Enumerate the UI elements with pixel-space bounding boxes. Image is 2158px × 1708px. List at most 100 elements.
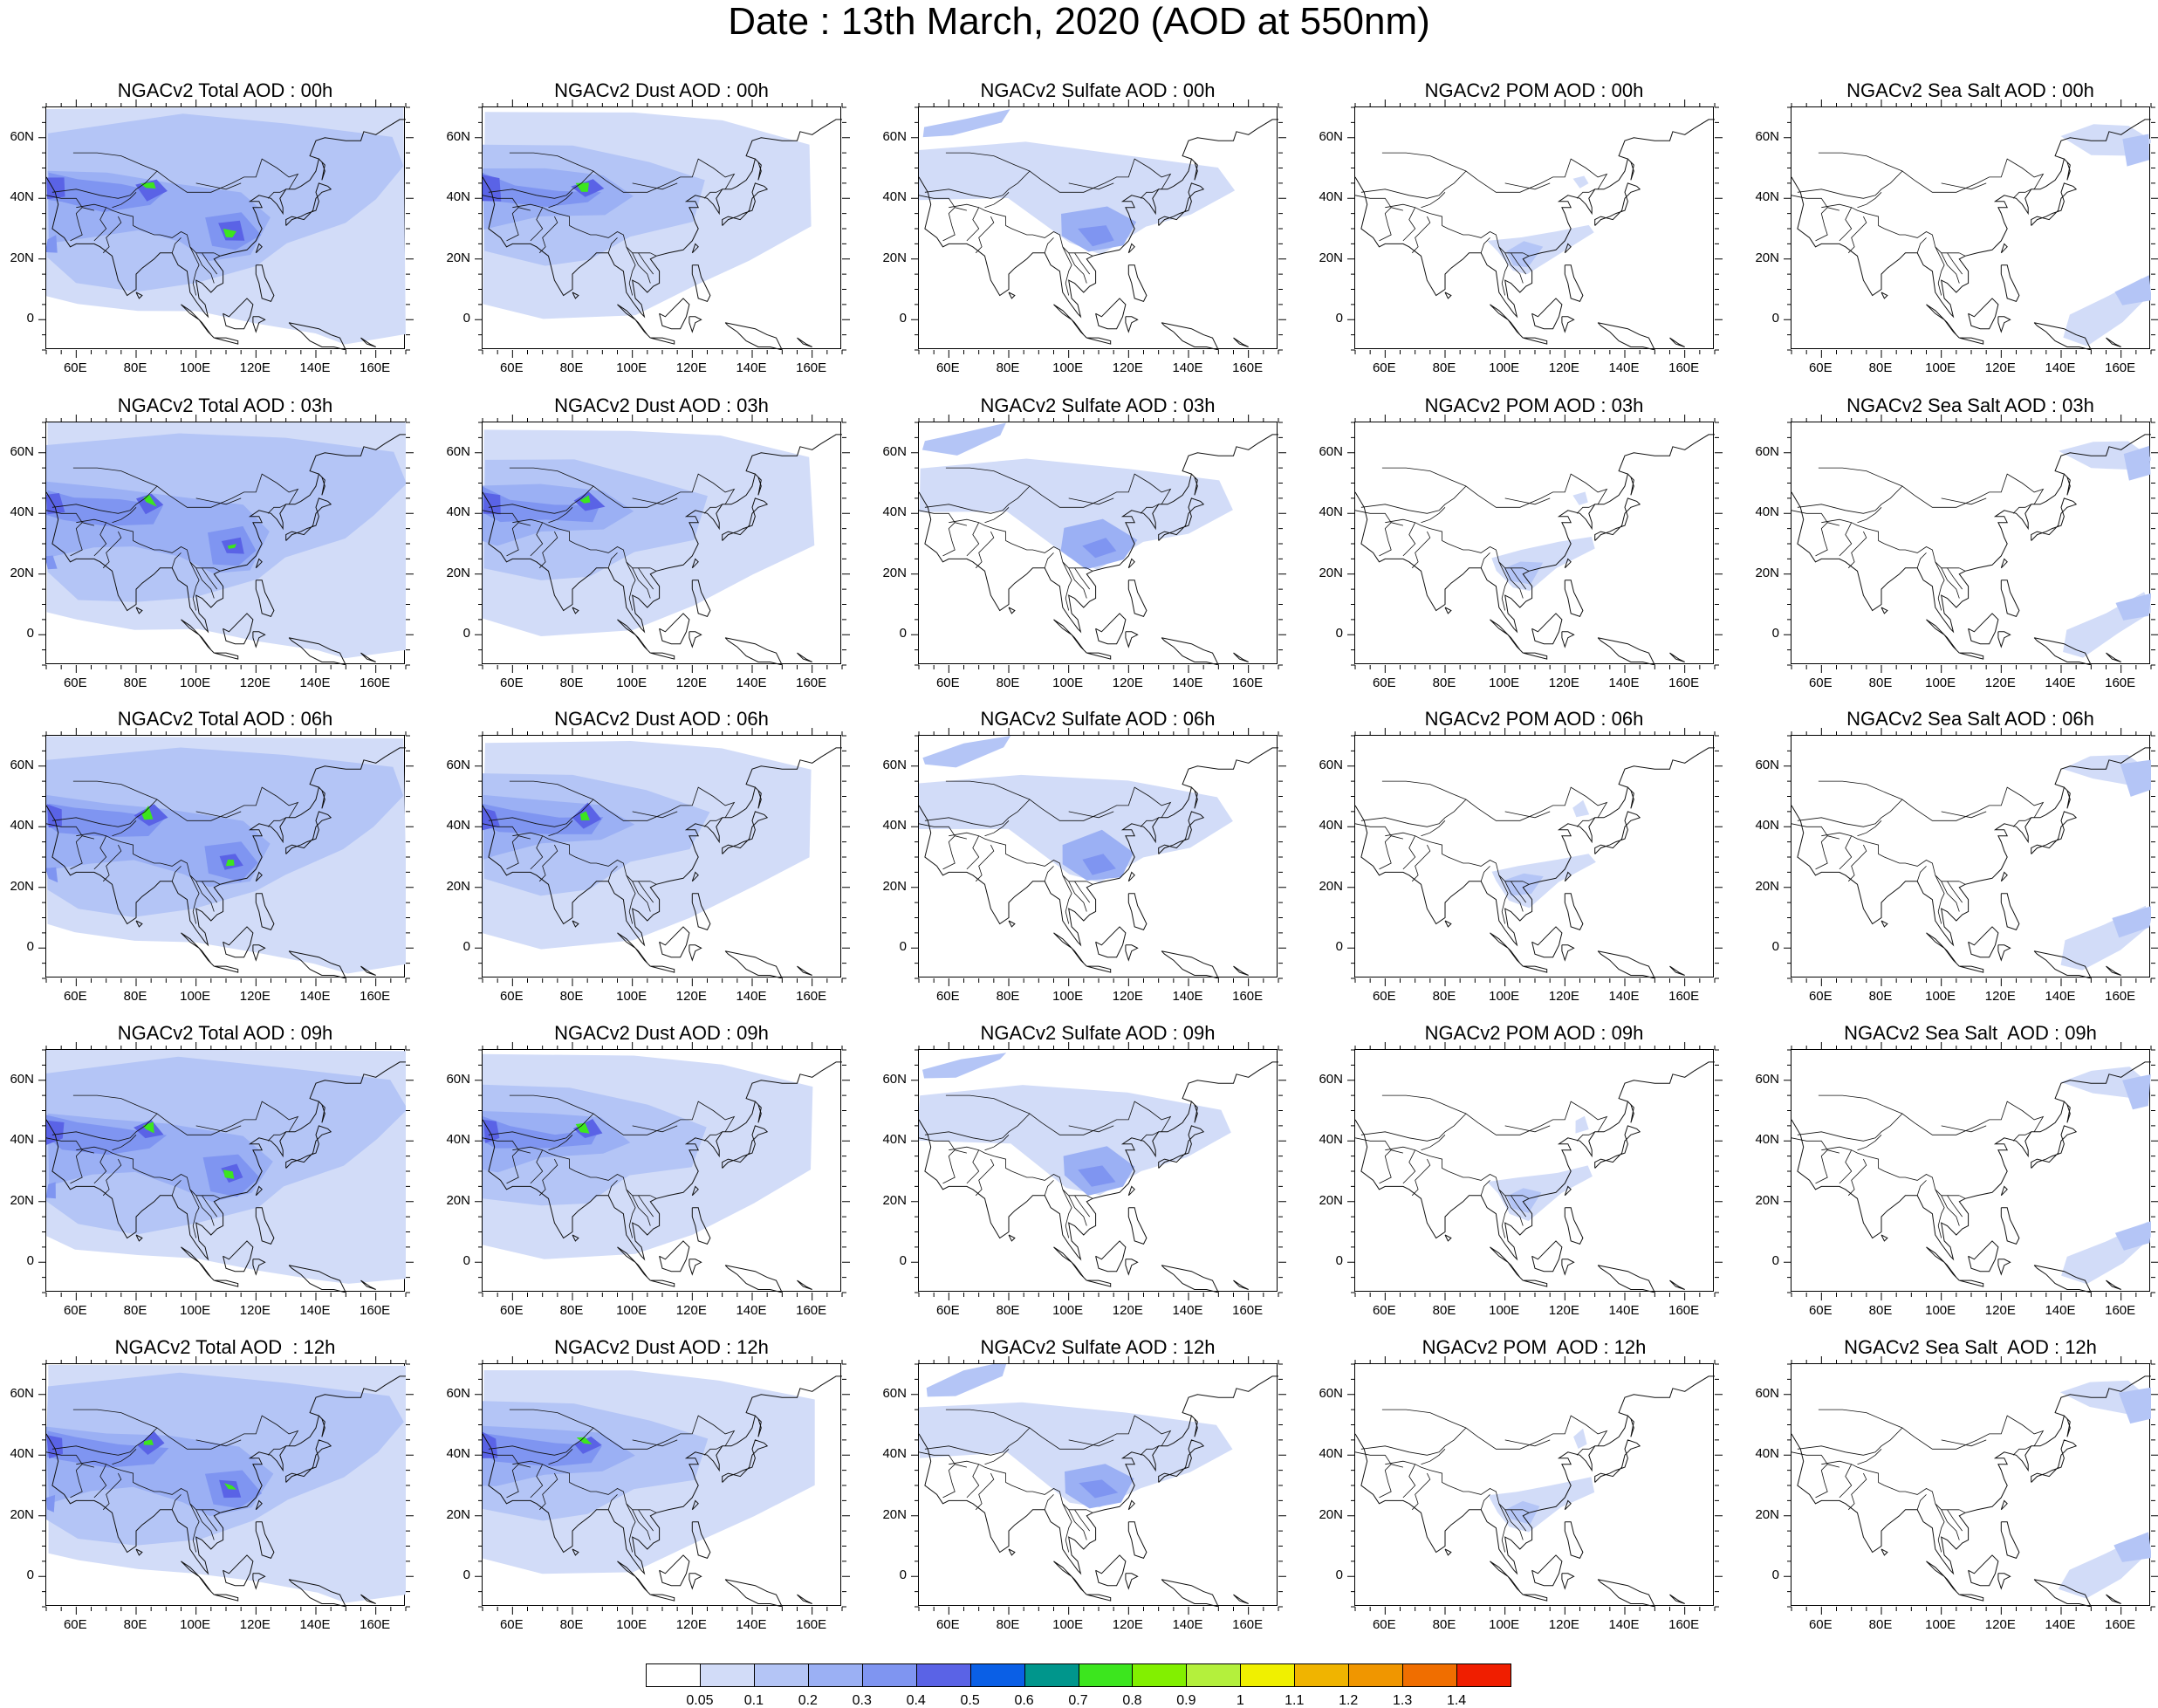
lon-tick-label: 160E — [796, 989, 827, 1004]
coastlines — [919, 119, 1278, 350]
aod-shading — [46, 1365, 406, 1603]
lon-tick-label: 60E — [63, 360, 87, 375]
axis-ticks — [1347, 99, 1723, 358]
panel-title: NGACv2 Dust AOD : 00h — [554, 79, 769, 101]
lat-tick-label: 20N — [1755, 878, 1779, 894]
lon-tick-label: 160E — [796, 360, 827, 375]
lon-tick-label: 120E — [1548, 1303, 1579, 1318]
lat-tick-label: 40N — [1755, 189, 1779, 205]
lon-tick-label: 160E — [360, 1617, 391, 1632]
lon-tick-label: 100E — [1052, 1303, 1084, 1318]
map-plot — [1784, 415, 2158, 673]
lon-tick-label: 60E — [63, 1617, 87, 1632]
colorbar-label: 0.9 — [1176, 1693, 1196, 1708]
aod-shading — [483, 741, 812, 950]
lon-tick-label: 100E — [1052, 360, 1084, 375]
aod-shading — [483, 1053, 813, 1259]
aod-shading — [2059, 441, 2151, 658]
lat-tick-label: 60N — [10, 1071, 34, 1087]
lon-tick-label: 60E — [1372, 1303, 1396, 1318]
lat-tick-label: 40N — [1755, 504, 1779, 520]
lon-tick-label: 140E — [1172, 989, 1203, 1004]
lat-tick-label: 40N — [1319, 189, 1343, 205]
lat-tick-label: 60N — [1319, 1071, 1343, 1087]
lon-tick-label: 80E — [996, 989, 1020, 1004]
colorbar-cell — [699, 1663, 755, 1687]
lat-tick-label: 60N — [446, 1385, 470, 1401]
colorbar-cell — [1186, 1663, 1242, 1687]
coastlines — [919, 434, 1278, 665]
lon-tick-label: 160E — [360, 989, 391, 1004]
lon-tick-label: 140E — [299, 1617, 331, 1632]
lon-tick-label: 120E — [239, 1617, 271, 1632]
coastlines — [483, 1061, 842, 1293]
lon-tick-label: 160E — [1668, 1617, 1700, 1632]
lon-tick-label: 160E — [360, 360, 391, 375]
coastlines — [1791, 119, 2151, 350]
axis-ticks — [911, 415, 1286, 673]
lon-tick-label: 160E — [1232, 1303, 1264, 1318]
axis-ticks — [1347, 1042, 1723, 1300]
panel-title: NGACv2 Sulfate AOD : 12h — [980, 1336, 1216, 1358]
lat-tick-label: 20N — [1319, 250, 1343, 265]
lat-tick-label: 20N — [10, 1192, 34, 1208]
lon-tick-label: 140E — [736, 989, 767, 1004]
lat-tick-label: 0 — [1771, 311, 1779, 326]
coastlines — [1791, 747, 2151, 978]
lon-tick-label: 60E — [1372, 360, 1396, 375]
lon-tick-label: 100E — [616, 676, 647, 690]
lon-tick-label: 80E — [996, 676, 1020, 690]
lat-tick-label: 40N — [1319, 504, 1343, 520]
map-panel — [475, 99, 850, 358]
lon-tick-label: 100E — [1052, 1617, 1084, 1632]
lon-tick-label: 60E — [1808, 1617, 1833, 1632]
lat-tick-label: 60N — [1319, 443, 1343, 459]
panel-title: NGACv2 Dust AOD : 09h — [554, 1022, 769, 1044]
lon-tick-label: 80E — [1868, 360, 1893, 375]
lon-tick-label: 140E — [1608, 1303, 1640, 1318]
lon-tick-label: 120E — [1984, 989, 2016, 1004]
panel-title: NGACv2 POM AOD : 03h — [1424, 394, 1644, 416]
lon-tick-label: 60E — [1808, 360, 1833, 375]
map-plot — [911, 415, 1286, 673]
aod-shading — [483, 1370, 815, 1574]
lon-tick-label: 80E — [123, 360, 147, 375]
lat-tick-label: 20N — [10, 1506, 34, 1522]
lat-tick-label: 60N — [1319, 128, 1343, 144]
map-plot — [38, 99, 414, 358]
lat-tick-label: 20N — [10, 565, 34, 580]
lat-tick-label: 60N — [10, 1385, 34, 1401]
lon-tick-label: 60E — [935, 1303, 960, 1318]
lat-tick-label: 0 — [462, 311, 470, 326]
lat-tick-label: 40N — [10, 818, 34, 833]
lat-tick-label: 60N — [1319, 1385, 1343, 1401]
map-panel — [1784, 1042, 2158, 1300]
lat-tick-label: 0 — [26, 626, 34, 641]
lon-tick-label: 140E — [736, 360, 767, 375]
lon-tick-label: 140E — [299, 1303, 331, 1318]
lon-tick-label: 140E — [299, 676, 331, 690]
map-plot — [475, 1042, 850, 1300]
lon-tick-label: 120E — [675, 676, 707, 690]
axis-ticks — [911, 728, 1286, 986]
lon-tick-label: 60E — [63, 989, 87, 1004]
panel-title: NGACv2 Sulfate AOD : 09h — [980, 1022, 1216, 1044]
lon-tick-label: 160E — [2105, 1617, 2136, 1632]
lat-tick-label: 60N — [1755, 1071, 1779, 1087]
lon-tick-label: 100E — [1925, 676, 1956, 690]
colorbar-label: 0.7 — [1068, 1693, 1088, 1708]
lon-tick-label: 100E — [180, 676, 211, 690]
axis-ticks — [911, 1042, 1286, 1300]
aod-shading — [1491, 491, 1595, 591]
lat-tick-label: 40N — [1755, 1446, 1779, 1462]
lon-tick-label: 60E — [499, 676, 524, 690]
colorbar-cell — [1456, 1663, 1511, 1687]
lat-tick-label: 0 — [899, 939, 907, 955]
map-panel — [38, 1042, 414, 1300]
colorbar-label: 0.8 — [1122, 1693, 1142, 1708]
lon-tick-label: 120E — [1984, 360, 2016, 375]
lon-tick-label: 140E — [736, 1303, 767, 1318]
map-panel — [1347, 728, 1723, 986]
axis-ticks — [1347, 1356, 1723, 1615]
lon-tick-label: 80E — [1432, 989, 1456, 1004]
